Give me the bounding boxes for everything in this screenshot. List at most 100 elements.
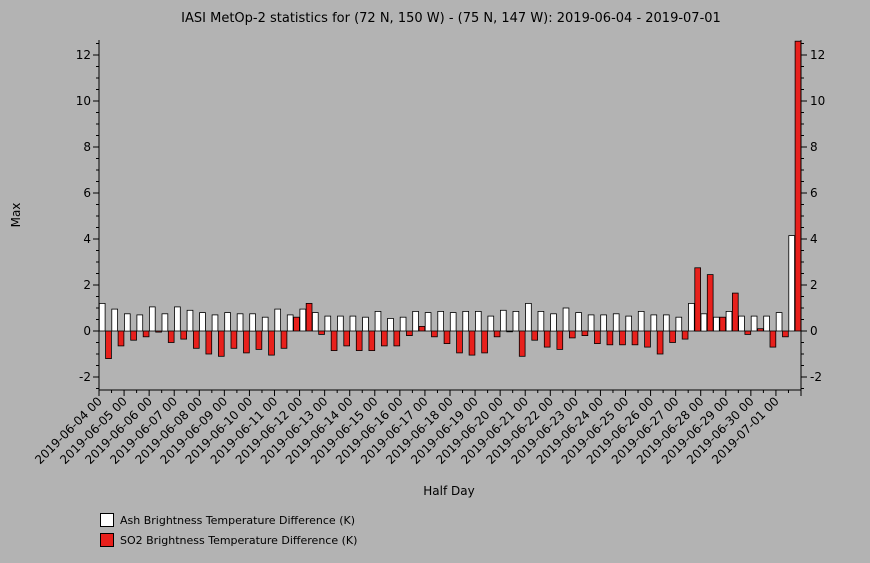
ash-bar-35 [537, 310, 545, 332]
so2-bar-31 [493, 330, 501, 338]
legend-ash: Ash Brightness Temperature Difference (K… [100, 513, 355, 527]
ash-bar-34 [525, 302, 532, 332]
ash-bar-28 [449, 312, 457, 332]
so2-bar-7 [192, 330, 200, 349]
so2-bar-52 [757, 328, 764, 332]
so2-bar-35 [543, 330, 551, 348]
so2-bar-42 [631, 330, 639, 346]
ash-bar-32 [499, 309, 507, 332]
y-axis-label: Max [9, 203, 23, 228]
so2-bar-10 [230, 330, 238, 349]
ash-bar-9 [211, 314, 219, 332]
so2-bar-13 [268, 330, 275, 356]
ash-bar-48 [700, 313, 708, 332]
ash-bar-8 [199, 312, 206, 332]
y-tick-label-right: 12 [810, 48, 825, 62]
so2-bar-50 [732, 292, 739, 332]
x-axis-label: Half Day [423, 484, 474, 498]
ash-bar-49 [713, 316, 720, 332]
so2-bar-25 [418, 325, 426, 332]
so2-bar-28 [456, 330, 463, 354]
y-tick-label-right: 10 [810, 94, 825, 108]
so2-bar-12 [255, 330, 263, 350]
ash-bar-54 [775, 312, 783, 332]
ash-bar-50 [725, 310, 733, 332]
so2-bar-0 [105, 330, 112, 360]
so2-bar-15 [293, 316, 300, 332]
ash-bar-37 [562, 307, 570, 332]
so2-bar-34 [531, 330, 538, 341]
so2-bar-2 [130, 330, 137, 341]
ash-bar-11 [236, 313, 244, 332]
so2-bar-17 [318, 330, 325, 335]
so2-bar-41 [619, 330, 626, 346]
so2-bar-30 [481, 330, 488, 354]
so2-bar-32 [506, 330, 513, 333]
ash-bar-17 [311, 312, 319, 332]
ash-bar-0 [98, 302, 106, 332]
chart-title: IASI MetOp-2 statistics for (72 N, 150 W… [181, 11, 721, 26]
so2-bar-48 [706, 274, 714, 332]
so2-bar-49 [719, 316, 726, 332]
ash-bar-44 [650, 314, 658, 332]
legend-so2-swatch [100, 533, 114, 547]
ash-bar-5 [161, 313, 169, 332]
legend-ash-label: Ash Brightness Temperature Difference (K… [120, 513, 355, 527]
ash-bar-42 [625, 315, 632, 332]
so2-bar-24 [406, 330, 413, 336]
y-tick-label-right: -2 [810, 370, 822, 384]
so2-bar-38 [581, 330, 589, 336]
so2-bar-45 [669, 330, 676, 343]
so2-bar-36 [556, 330, 564, 350]
ash-bar-43 [637, 310, 645, 332]
so2-bar-14 [280, 330, 288, 349]
ash-bar-7 [186, 309, 194, 332]
so2-bar-5 [167, 330, 175, 343]
ash-bar-30 [474, 310, 482, 332]
ash-bar-22 [374, 310, 382, 332]
so2-bar-53 [769, 330, 777, 348]
ash-bar-12 [249, 313, 256, 332]
so2-bar-37 [569, 330, 576, 339]
y-tick-label-right: 4 [810, 232, 818, 246]
ash-bar-41 [612, 313, 620, 332]
ash-bar-6 [174, 306, 181, 332]
y-tick-label-left: 12 [76, 48, 91, 62]
y-tick-label-left: 4 [83, 232, 91, 246]
so2-bar-43 [644, 330, 651, 348]
so2-bar-22 [380, 330, 388, 347]
ash-bar-24 [399, 316, 407, 332]
ash-bar-2 [124, 313, 131, 332]
so2-bar-18 [330, 330, 338, 352]
ash-bar-33 [512, 310, 520, 332]
so2-bar-29 [468, 330, 476, 356]
so2-bar-20 [355, 330, 363, 352]
so2-bar-27 [443, 330, 451, 345]
ash-bar-27 [437, 310, 444, 332]
ash-bar-51 [738, 315, 745, 332]
ash-bar-14 [274, 308, 281, 332]
ash-bar-1 [111, 308, 119, 332]
so2-bar-40 [606, 330, 614, 346]
ash-bar-19 [337, 315, 344, 332]
so2-bar-4 [155, 330, 162, 333]
so2-bar-46 [681, 330, 689, 340]
legend-ash-swatch [100, 513, 114, 527]
ash-bar-26 [424, 312, 432, 332]
so2-bar-55 [794, 40, 802, 332]
ash-bar-15 [286, 314, 294, 332]
y-tick-label-left: -2 [79, 370, 91, 384]
ash-bar-39 [587, 314, 595, 332]
so2-bar-21 [368, 330, 376, 352]
ash-bar-25 [412, 310, 419, 332]
ash-bar-40 [600, 314, 607, 332]
so2-bar-1 [117, 330, 125, 347]
ash-bar-31 [487, 315, 495, 332]
y-tick-label-right: 6 [810, 186, 818, 200]
ash-bar-29 [462, 310, 469, 332]
so2-bar-19 [343, 330, 350, 347]
ash-bar-16 [299, 308, 307, 332]
y-tick-label-left: 10 [76, 94, 91, 108]
ash-bar-23 [387, 317, 394, 332]
